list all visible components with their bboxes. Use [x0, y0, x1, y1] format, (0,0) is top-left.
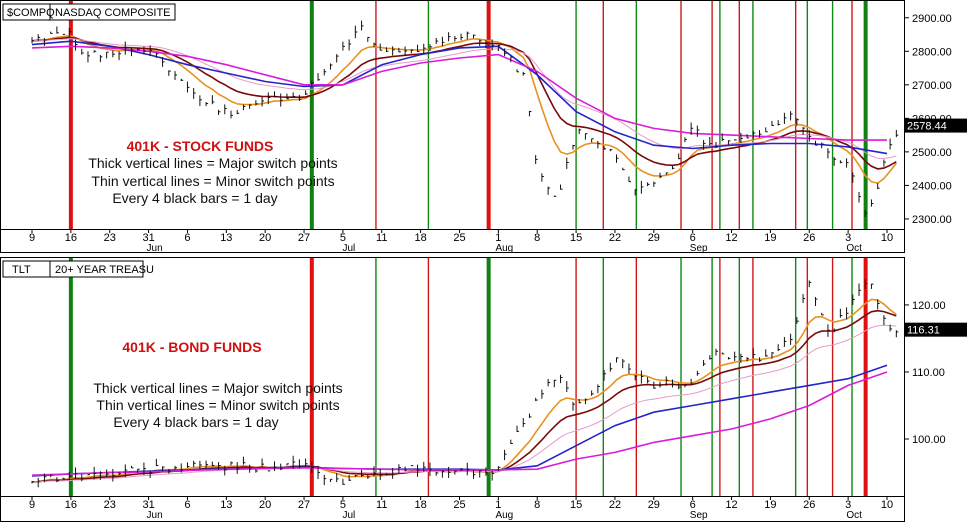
month-label: Oct	[846, 510, 862, 521]
y-tick-label: 100.00	[912, 434, 946, 446]
stock-legend[interactable]: $COMPQ NASDAQ COMPOSITE	[3, 4, 175, 20]
x-tick-label: 20	[259, 232, 271, 244]
bond-y-axis: 100.00 110.00 120.00	[905, 300, 946, 446]
bond-annotation-line-1: Thick vertical lines = Major switch poin…	[93, 380, 342, 396]
month-label: Jun	[147, 510, 163, 521]
bond-title: 20+ YEAR TREASU	[55, 264, 154, 276]
x-tick-label: 11	[376, 232, 387, 244]
x-tick-label: 13	[220, 499, 232, 511]
x-tick-label: 22	[609, 499, 621, 511]
y-tick-label: 110.00	[912, 367, 945, 379]
x-tick-label: 16	[65, 232, 77, 244]
month-label: Aug	[495, 243, 513, 254]
x-tick-label: 9	[29, 499, 35, 511]
stock-annotation-line-2: Thin vertical lines = Minor switch point…	[91, 173, 334, 189]
x-tick-label: 19	[764, 232, 776, 244]
x-tick-label: 18	[415, 499, 427, 511]
panel-separator	[0, 253, 967, 257]
x-tick-label: 23	[104, 499, 116, 511]
x-tick-label: 12	[725, 232, 737, 244]
x-tick-label: 15	[570, 499, 582, 511]
x-tick-label: 8	[534, 232, 540, 244]
x-tick-label: 9	[29, 232, 35, 244]
bond-last-value-tag: 116.31	[905, 323, 967, 337]
y-tick-label: 2500.00	[912, 147, 952, 159]
bond-annotation-line-2: Thin vertical lines = Minor switch point…	[96, 397, 339, 413]
x-tick-label: 26	[803, 499, 815, 511]
x-tick-label: 26	[803, 232, 815, 244]
month-label: Aug	[495, 510, 513, 521]
x-tick-label: 23	[104, 232, 116, 244]
x-tick-label: 25	[453, 232, 465, 244]
y-tick-label: 120.00	[912, 300, 946, 312]
bond-annotation-title: 401K - BOND FUNDS	[122, 339, 261, 355]
x-tick-label: 16	[65, 499, 77, 511]
x-tick-label: 12	[725, 499, 737, 511]
x-tick-label: 11	[376, 499, 387, 511]
stock-panel: $COMPQ NASDAQ COMPOSITE 401K - STOCK FUN…	[1, 1, 967, 230]
x-tick-label: 10	[881, 499, 893, 511]
month-label: Oct	[846, 243, 862, 254]
y-tick-label: 2700.00	[912, 80, 952, 92]
month-label: Jul	[343, 243, 356, 254]
month-label: Jun	[147, 243, 163, 254]
x-tick-label: 29	[648, 232, 660, 244]
x-tick-label: 22	[609, 232, 621, 244]
x-tick-label: 6	[184, 499, 190, 511]
x-tick-label: 20	[259, 499, 271, 511]
y-tick-label: 2900.00	[912, 13, 952, 25]
x-tick-label: 15	[570, 232, 582, 244]
stock-last-value-tag: 2578.44	[905, 119, 967, 133]
y-tick-label: 2400.00	[912, 180, 952, 192]
x-tick-label: 18	[415, 232, 427, 244]
x-tick-label: 19	[764, 499, 776, 511]
x-tick-label: 27	[298, 499, 310, 511]
x-tick-label: 25	[453, 499, 465, 511]
x-tick-label: 10	[881, 232, 893, 244]
y-tick-label: 2300.00	[912, 214, 952, 226]
stock-annotation-title: 401K - STOCK FUNDS	[127, 138, 274, 154]
bond-ticker: TLT	[12, 264, 31, 276]
month-label: Jul	[343, 510, 356, 521]
bond-panel: TLT 20+ YEAR TREASU 401K - BOND FUNDS Th…	[1, 258, 967, 497]
month-label: Sep	[690, 243, 708, 254]
stock-last-value: 2578.44	[907, 121, 947, 133]
stock-title: NASDAQ COMPOSITE	[55, 7, 171, 19]
bond-annotation-line-3: Every 4 black bars = 1 day	[113, 414, 278, 430]
bond-last-value: 116.31	[907, 325, 940, 337]
bond-legend[interactable]: TLT 20+ YEAR TREASU	[3, 261, 154, 277]
x-tick-label: 8	[534, 499, 540, 511]
stock-annotation-line-1: Thick vertical lines = Major switch poin…	[88, 155, 337, 171]
month-label: Sep	[690, 510, 708, 521]
x-tick-label: 29	[648, 499, 660, 511]
y-tick-label: 2800.00	[912, 46, 952, 58]
x-tick-label: 13	[220, 232, 232, 244]
x-tick-label: 6	[184, 232, 190, 244]
x-tick-label: 27	[298, 232, 310, 244]
stock-annotation-line-3: Every 4 black bars = 1 day	[112, 190, 277, 206]
stock-ticker: $COMPQ	[7, 7, 55, 19]
bond-plot-area	[1, 258, 905, 497]
